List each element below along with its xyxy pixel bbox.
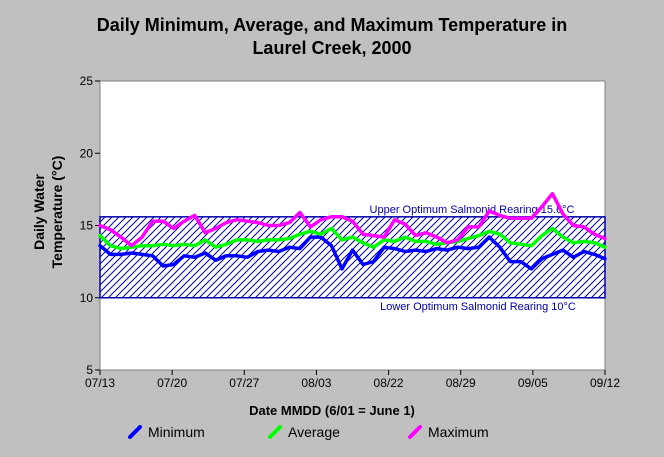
- x-tick-label: 09/12: [590, 376, 620, 390]
- legend-item-maximum: Maximum: [408, 424, 489, 440]
- legend-item-minimum: Minimum: [128, 424, 205, 440]
- legend-label-maximum: Maximum: [428, 424, 489, 440]
- legend-item-average: Average: [268, 424, 340, 440]
- y-tick-label: 15: [80, 219, 94, 233]
- chart-title: Daily Minimum, Average, and Maximum Temp…: [0, 14, 664, 60]
- legend: Minimum Average Maximum: [0, 424, 664, 444]
- x-tick-label: 07/13: [85, 376, 115, 390]
- y-tick-label: 25: [80, 74, 94, 88]
- lower-band-label: Lower Optimum Salmonid Rearing 10°C: [380, 301, 576, 313]
- x-tick-label: 07/27: [229, 376, 259, 390]
- legend-swatch-minimum: [128, 425, 142, 439]
- chart-title-line1: Daily Minimum, Average, and Maximum Temp…: [96, 15, 568, 35]
- x-tick-label: 08/22: [374, 376, 404, 390]
- upper-band-label: Upper Optimum Salmonid Rearing 15.6°C: [370, 204, 575, 216]
- series-line-minimum: [98, 235, 607, 271]
- x-tick-label: 08/03: [301, 376, 331, 390]
- x-tick-label: 09/05: [518, 376, 548, 390]
- y-tick-label: 20: [80, 146, 94, 160]
- legend-label-average: Average: [288, 424, 340, 440]
- legend-label-minimum: Minimum: [148, 424, 205, 440]
- x-tick-label: 08/29: [446, 376, 476, 390]
- y-tick-label: 5: [86, 363, 93, 377]
- chart-title-line2: Laurel Creek, 2000: [252, 38, 412, 58]
- y-tick-label: 10: [80, 291, 94, 305]
- y-axis: 5 10 15 20 25: [80, 74, 100, 377]
- x-axis-label: Date MMDD (6/01 = June 1): [249, 403, 415, 418]
- series-line-maximum: [98, 191, 607, 248]
- series-group: [98, 191, 607, 271]
- x-axis: 07/13 07/20 07/27 08/03 08/22 08/29 09/05 09/12: [85, 370, 620, 390]
- series-line-average: [98, 226, 607, 251]
- legend-swatch-average: [268, 425, 282, 439]
- y-axis-label-line2: Temperature (°C): [49, 155, 65, 269]
- y-axis-label-line1: Daily Water: [31, 174, 47, 250]
- x-tick-label: 07/20: [157, 376, 187, 390]
- legend-swatch-maximum: [408, 425, 422, 439]
